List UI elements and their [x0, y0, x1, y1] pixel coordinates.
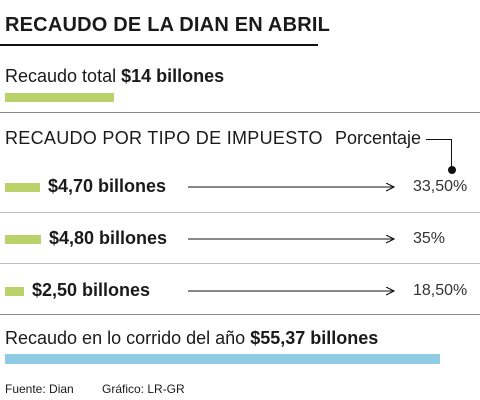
- tax-value-label-1: $4,70 billones: [48, 176, 167, 196]
- source-note: Fuente: Dian: [5, 382, 74, 396]
- tax-value-label-3: $2,50 billones: [32, 280, 151, 300]
- tax-percent-label-3: 18,50%: [413, 282, 468, 299]
- chart-title: RECAUDO DE LA DIAN EN ABRIL: [5, 14, 331, 36]
- section-label: RECAUDO POR TIPO DE IMPUESTO: [5, 128, 323, 148]
- percent-header: Porcentaje: [335, 128, 422, 148]
- total-value: $14 billones: [121, 66, 225, 86]
- percent-leader-dot: [448, 166, 456, 174]
- tax-value-label-2: $4,80 billones: [49, 228, 168, 248]
- tax-percent-label-2: 35%: [413, 230, 446, 247]
- ytd-value: $55,37 billones: [250, 328, 379, 348]
- graphic-credit: Gráfico: LR-GR: [102, 382, 185, 396]
- divider-bottom: [0, 314, 480, 315]
- tax-bar-3: [5, 287, 24, 296]
- ytd-collection-text: Recaudo en lo corrido del año $55,37 bil…: [5, 328, 378, 349]
- tax-percent-label-1: 33,50%: [413, 178, 468, 195]
- title-underline: [0, 44, 318, 46]
- tax-bar-1: [5, 183, 40, 192]
- row-divider-1: [0, 212, 480, 213]
- tax-bar-2: [5, 235, 41, 244]
- total-bar: [5, 93, 114, 102]
- row-divider-2: [0, 263, 480, 264]
- divider-top: [0, 112, 480, 113]
- ytd-bar: [5, 354, 440, 364]
- total-collection-text: Recaudo total $14 billones: [5, 66, 224, 87]
- total-label: Recaudo total: [5, 66, 117, 86]
- ytd-label: Recaudo en lo corrido del año: [5, 328, 246, 348]
- percent-leader-line: [426, 139, 452, 169]
